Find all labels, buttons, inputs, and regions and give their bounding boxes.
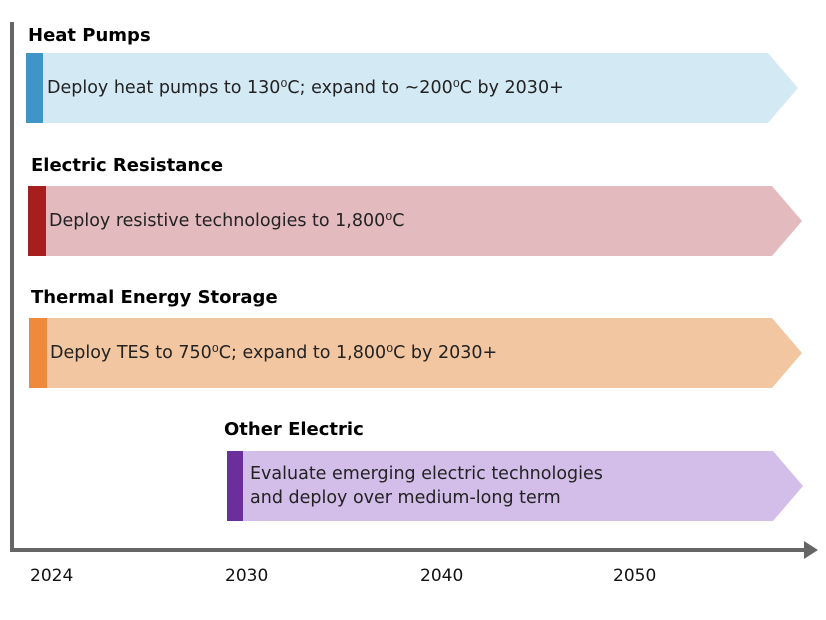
other-electric-text: Evaluate emerging electric technologies … <box>250 451 603 521</box>
electric-resistance-label: Electric Resistance <box>31 155 224 176</box>
heat-pumps-bar: Deploy heat pumps to 130⁰C; expand to ~2… <box>26 53 798 123</box>
bar-accent <box>227 451 243 521</box>
thermal-energy-storage-text: Deploy TES to 750⁰C; expand to 1,800⁰C b… <box>50 343 498 363</box>
electric-resistance-bar: Deploy resistive technologies to 1,800⁰C <box>28 186 802 256</box>
other-electric-label: Other Electric <box>224 419 364 440</box>
thermal-energy-storage-bar: Deploy TES to 750⁰C; expand to 1,800⁰C b… <box>29 318 802 388</box>
bar-accent <box>28 186 46 256</box>
other-electric-bar: Evaluate emerging electric technologies … <box>227 451 803 521</box>
tick-2030: 2030 <box>225 566 269 586</box>
heat-pumps-label: Heat Pumps <box>28 25 151 46</box>
axis-arrow-icon <box>804 541 818 559</box>
bar-accent <box>29 318 47 388</box>
timeline-horizontal-axis <box>10 548 807 552</box>
electric-resistance-text: Deploy resistive technologies to 1,800⁰C <box>49 211 405 231</box>
other-electric-text-line2: and deploy over medium-long term <box>250 488 561 508</box>
bar-accent <box>26 53 43 123</box>
bar-fill <box>29 318 802 388</box>
tick-2040: 2040 <box>420 566 464 586</box>
bar-fill <box>28 186 802 256</box>
tick-2050: 2050 <box>613 566 657 586</box>
tick-2024: 2024 <box>30 566 74 586</box>
bar-fill <box>26 53 798 123</box>
bar-fill <box>227 451 803 521</box>
heat-pumps-text: Deploy heat pumps to 130⁰C; expand to ~2… <box>47 78 564 98</box>
timeline-vertical-axis <box>10 22 14 552</box>
thermal-energy-storage-label: Thermal Energy Storage <box>31 287 278 308</box>
other-electric-text-line1: Evaluate emerging electric technologies <box>250 464 603 484</box>
